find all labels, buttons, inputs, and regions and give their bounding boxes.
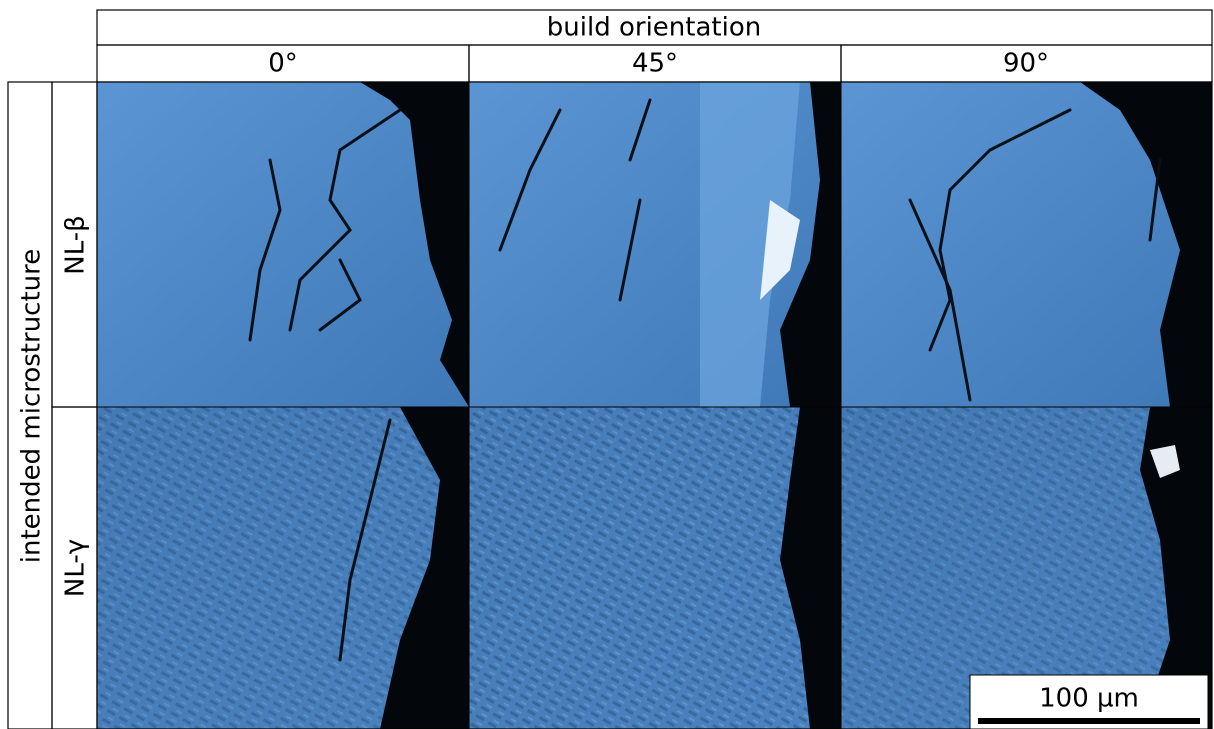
micrograph: [841, 82, 1212, 407]
micrograph: [469, 82, 841, 407]
scale-bar-label: 100 µm: [1039, 684, 1139, 714]
header-title: build orientation: [547, 13, 761, 43]
micrograph: [97, 407, 469, 729]
column-label: 90°: [1003, 49, 1049, 79]
scale-bar: [978, 718, 1200, 724]
micrograph: [97, 82, 469, 407]
column-label: 45°: [632, 49, 678, 79]
micrograph: [469, 407, 841, 729]
figure: build orientation 0° 45° 90° intended mi…: [0, 0, 1214, 729]
column-label: 0°: [268, 49, 298, 79]
row-label: NL-β: [61, 215, 91, 274]
row-group-title: intended microstructure: [17, 249, 47, 564]
row-label: NL-γ: [61, 539, 91, 597]
